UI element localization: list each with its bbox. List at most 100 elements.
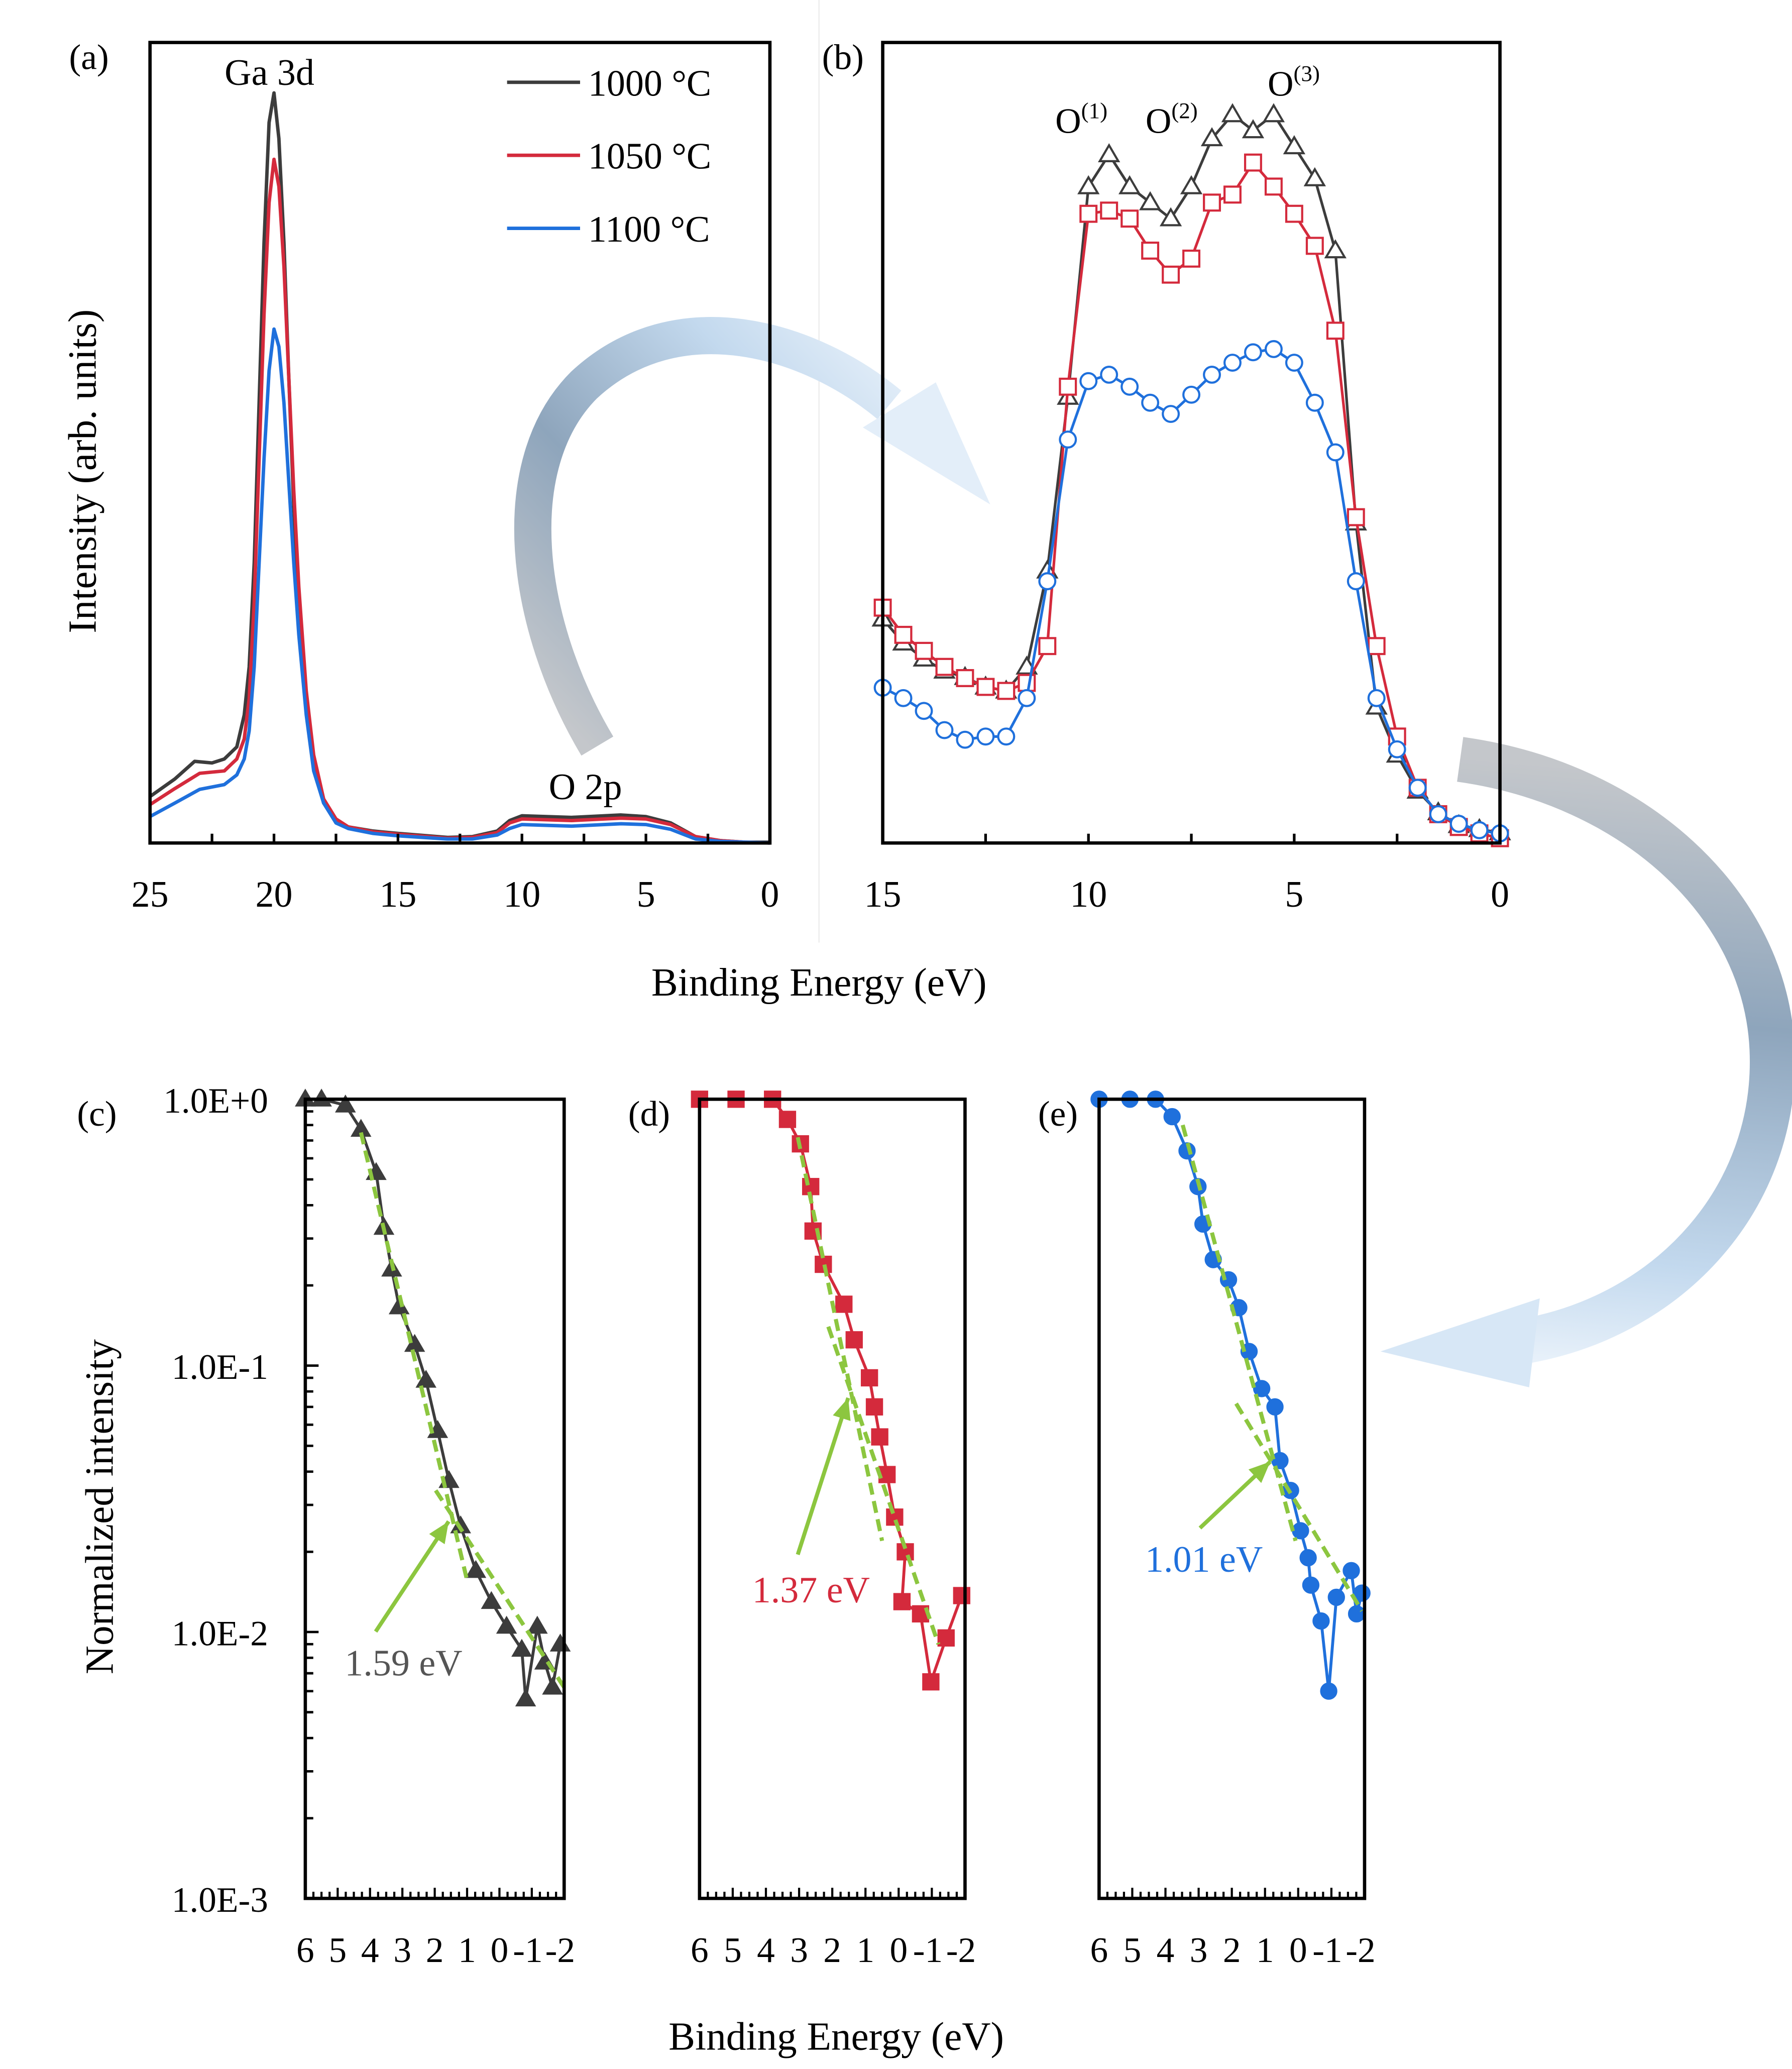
arrow-head — [862, 382, 990, 505]
data-point — [1139, 191, 1162, 210]
plot-frame — [698, 1098, 967, 1900]
data-point — [511, 1639, 532, 1657]
data-point — [956, 730, 974, 749]
data-point — [1121, 377, 1139, 396]
x-tick-label: 0 — [491, 1930, 509, 1970]
data-point — [542, 1677, 563, 1695]
data-point — [1203, 365, 1221, 384]
series-line-1100 — [149, 327, 770, 845]
data-point — [922, 1673, 940, 1691]
series-0 — [1090, 1091, 1371, 1700]
data-point — [1262, 103, 1285, 123]
panel-label: (a) — [69, 37, 109, 77]
data-point — [1388, 740, 1406, 758]
data-point — [997, 682, 1016, 700]
x-tick-label: 6 — [691, 1930, 709, 1970]
series-line-1000 — [149, 91, 770, 844]
data-point — [815, 1255, 832, 1273]
data-point — [935, 658, 954, 676]
data-point — [1141, 241, 1160, 260]
data-point — [1302, 1576, 1320, 1594]
data-point — [1312, 1612, 1330, 1630]
data-point — [1163, 1108, 1181, 1126]
x-tick-label: 5 — [328, 1930, 347, 1970]
legend-label: 1050 °C — [588, 136, 711, 177]
fit-line-overlay-2 — [434, 1489, 566, 1689]
data-point — [976, 727, 995, 746]
panel-c: 6 5 4 3 2 1 0 -1 -2 (c) 1.0E+0 1.0E-1 1.0E-2 1.0E-3 No… — [77, 1081, 575, 1970]
data-point — [1223, 354, 1242, 372]
x-tick-label: 4 — [361, 1930, 379, 1970]
x-axis-label-bottom: Binding Energy (eV) — [668, 2015, 1004, 2059]
x-tick-label: 1 — [458, 1930, 476, 1970]
x-axis-label-top: Binding Energy (eV) — [651, 960, 987, 1005]
y-axis-label: Normalized intensity — [78, 1339, 122, 1674]
data-point — [1221, 103, 1244, 123]
fit-line-overlay-2 — [826, 1326, 941, 1645]
peak-label-o-2p: O 2p — [549, 767, 622, 808]
annotation-arrow-head — [1248, 1461, 1271, 1483]
x-tick-label: 10 — [1070, 874, 1107, 915]
data-point — [415, 1370, 436, 1388]
legend-item-1050: 1050 °C — [507, 136, 711, 177]
legend-label: 1000 °C — [588, 63, 711, 104]
data-point — [915, 702, 933, 720]
x-tick-label: 15 — [379, 874, 416, 915]
panel-a: 25 20 15 10 5 0 (a) Ga 3d O 2p Intensity (arb. un… — [60, 37, 779, 915]
y-tick-label: 1.0E-1 — [172, 1347, 268, 1387]
x-tick-label: 4 — [757, 1930, 775, 1970]
transition-arrow-a-to-b — [514, 317, 990, 756]
x-tick-label: 0 — [1289, 1930, 1307, 1970]
panel-label: (e) — [1038, 1094, 1078, 1134]
data-point — [481, 1591, 502, 1609]
data-point — [865, 1398, 883, 1416]
data-point — [1292, 1522, 1309, 1540]
data-point — [1178, 1142, 1196, 1160]
x-tick-label: 15 — [864, 874, 902, 915]
legend-item-1100: 1100 °C — [507, 209, 710, 250]
data-point — [1182, 249, 1201, 268]
data-point — [845, 1331, 863, 1349]
data-point — [1018, 674, 1036, 692]
data-point — [1077, 175, 1100, 194]
x-tick-label: -1 — [1312, 1930, 1342, 1970]
data-point — [976, 678, 995, 696]
y-tick-label: 1.0E-2 — [172, 1613, 268, 1653]
peak-label-base: O — [1268, 64, 1294, 103]
annotation-arrow-head — [833, 1398, 851, 1421]
annotation-arrow-shaft — [796, 1397, 850, 1556]
data-point — [465, 1560, 487, 1578]
data-point — [871, 1428, 888, 1446]
x-tick-label: 5 — [1285, 874, 1303, 915]
data-point — [1266, 1398, 1284, 1416]
data-point — [1059, 377, 1077, 396]
x-tick-label: 6 — [1090, 1930, 1108, 1970]
data-point — [1470, 821, 1489, 839]
data-point — [1305, 393, 1324, 412]
data-point — [1100, 201, 1118, 220]
data-point — [1347, 508, 1365, 526]
fit-line-overlay-1 — [796, 1137, 884, 1542]
panel-label: (c) — [77, 1094, 117, 1134]
band-gap-label: 1.59 eV — [345, 1643, 462, 1684]
x-tick-label: -2 — [946, 1930, 976, 1970]
data-point — [1079, 204, 1098, 223]
peak-label-superscript: (1) — [1081, 98, 1107, 123]
data-point — [835, 1295, 853, 1313]
x-tick-label: 2 — [823, 1930, 841, 1970]
data-point — [1118, 175, 1141, 194]
data-point — [1244, 343, 1262, 362]
data-point — [526, 1615, 548, 1634]
panel-d: 6 5 4 3 2 1 0 -1 -2 (d) 1.37 eV — [628, 1091, 976, 1970]
x-tick-label: -1 — [513, 1930, 542, 1970]
peak-label-o1: O(1) — [1055, 98, 1107, 141]
x-tick-label: 5 — [1124, 1930, 1142, 1970]
series-2 — [873, 340, 1509, 843]
x-tick-label: 25 — [132, 874, 169, 915]
data-point — [1320, 1682, 1337, 1700]
x-tick-label: 3 — [1190, 1930, 1208, 1970]
x-tick-label: 1 — [856, 1930, 874, 1970]
series-line — [1099, 1098, 1364, 1692]
x-tick-label: 1 — [1256, 1930, 1274, 1970]
plot-frame — [881, 41, 1502, 845]
